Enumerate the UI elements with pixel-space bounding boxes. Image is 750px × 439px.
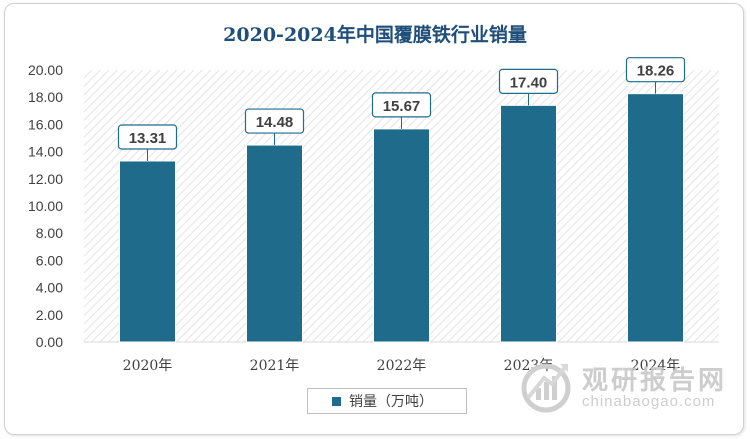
y-tick-label: 16.00	[28, 116, 63, 132]
x-tick-label: 2023年	[504, 358, 554, 374]
bar-series: 13.31 14.48 15.67 17.40 18.26	[117, 57, 686, 343]
data-label: 13.31	[129, 130, 167, 147]
y-tick-label: 20.00	[28, 62, 63, 78]
x-tick-label: 2024年	[631, 358, 681, 374]
bar	[246, 144, 303, 343]
y-tick-label: 10.00	[28, 198, 63, 214]
y-tick-label: 2.00	[36, 307, 63, 323]
watermark-name: 观研报告网	[582, 366, 728, 396]
y-tick-label: 0.00	[36, 334, 63, 350]
legend: 销量（万吨）	[307, 388, 467, 414]
bar	[500, 104, 557, 343]
data-label: 15.67	[383, 98, 421, 115]
x-tick-label: 2021年	[250, 358, 300, 374]
chart-arrow-logo-icon	[521, 363, 571, 413]
data-label: 17.40	[510, 74, 548, 91]
data-label: 18.26	[637, 63, 675, 80]
y-tick-label: 12.00	[28, 171, 63, 187]
legend-swatch	[332, 396, 341, 406]
data-label-box	[244, 108, 305, 134]
watermark: 观研报告网 chinabaogao.com	[518, 358, 750, 418]
bar	[119, 160, 176, 343]
bar	[627, 93, 684, 343]
y-tick-label: 6.00	[36, 252, 63, 268]
x-axis: 2020年 2021年 2022年 2023年 2024年	[123, 358, 681, 374]
y-tick-label: 18.00	[28, 89, 63, 105]
y-tick-label: 8.00	[36, 225, 63, 241]
bar	[373, 128, 430, 343]
y-axis: 0.00 2.00 4.00 6.00 8.00 10.00 12.00 14.00 16.00…	[28, 62, 719, 350]
y-tick-label: 14.00	[28, 144, 63, 160]
y-tick-label: 4.00	[36, 280, 63, 296]
x-tick-label: 2020年	[123, 358, 173, 374]
x-tick-label: 2022年	[377, 358, 427, 374]
legend-label: 销量（万吨）	[349, 394, 433, 410]
data-label: 14.48	[256, 114, 294, 131]
chart-title: 2020-2024年中国覆膜铁行业销量	[223, 24, 527, 46]
watermark-url: chinabaogao.com	[582, 393, 716, 410]
